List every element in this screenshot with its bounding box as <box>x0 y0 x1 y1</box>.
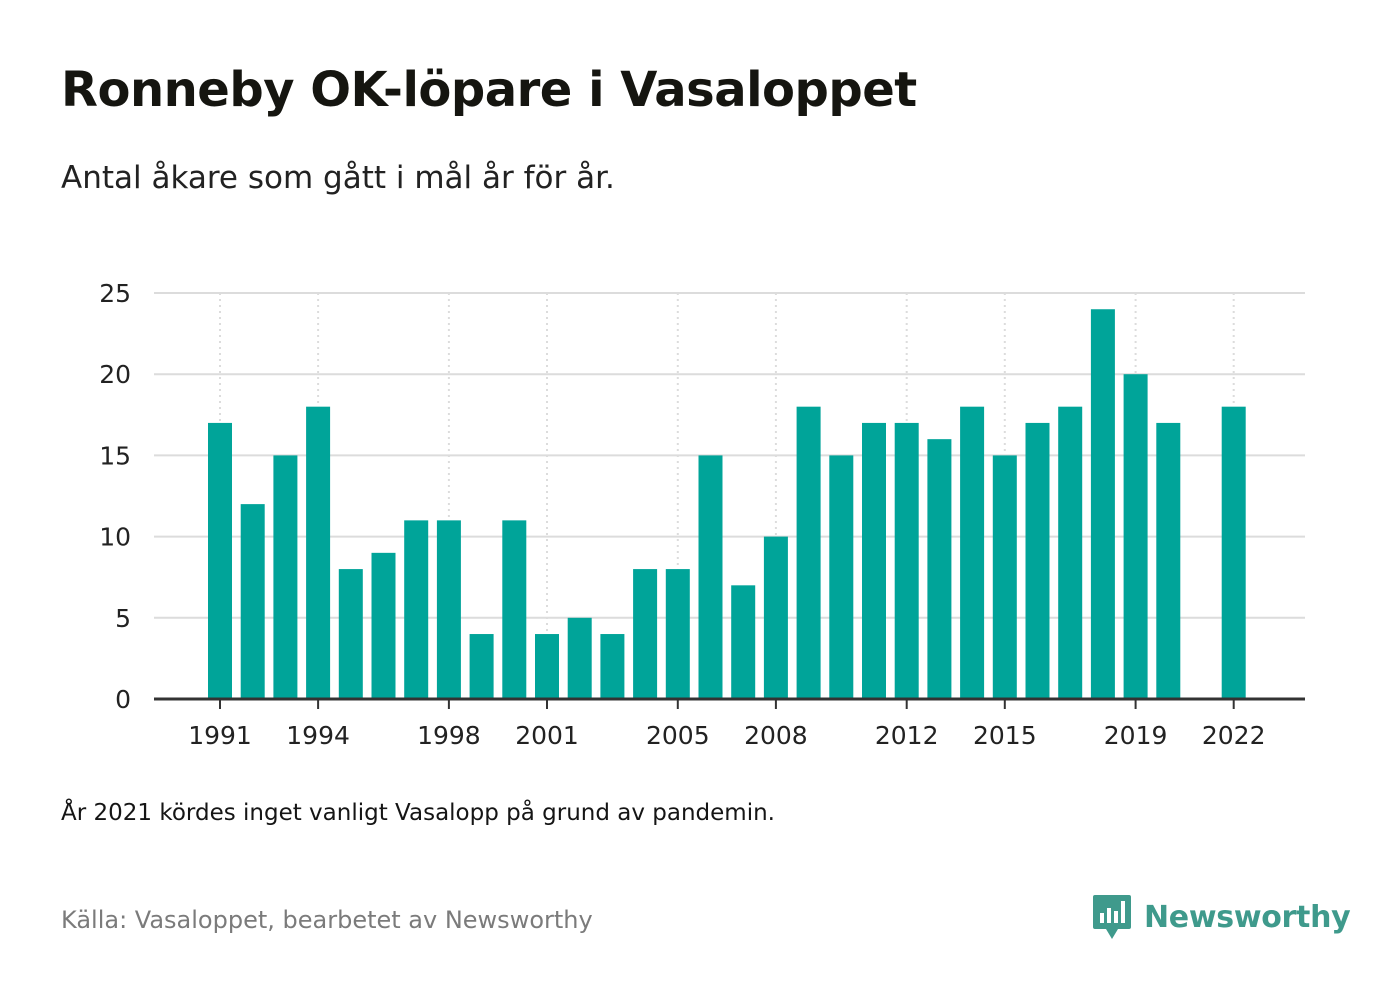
y-tick-label: 0 <box>115 685 131 714</box>
bar-1991 <box>208 422 232 699</box>
bar-1995 <box>338 569 363 699</box>
x-tick-label: 1994 <box>286 721 350 750</box>
bar-2010 <box>829 455 854 699</box>
bar-2007 <box>731 585 756 699</box>
chart-subtitle: Antal åkare som gått i mål år för år. <box>61 160 615 196</box>
x-tick-label: 1991 <box>188 721 252 750</box>
bar-2004 <box>633 569 658 699</box>
bar-2001 <box>535 634 559 699</box>
bar-2003 <box>600 634 625 699</box>
y-tick-label: 15 <box>99 441 131 470</box>
newsworthy-logo-icon <box>1093 895 1131 939</box>
bar-2006 <box>698 455 723 699</box>
brand-logo: Newsworthy <box>1092 893 1351 941</box>
bar-2008 <box>763 536 788 699</box>
y-tick-label: 10 <box>99 523 131 552</box>
brand-name: Newsworthy <box>1144 899 1351 935</box>
bar-2013 <box>927 439 952 699</box>
bar-2020 <box>1156 422 1181 699</box>
bar-chart: 0 5 10 15 20 25 1991 1994 1998 2001 2005 2008 2012 20… <box>99 279 1305 750</box>
bar-1999 <box>469 634 494 699</box>
x-tick-label: 2008 <box>744 721 808 750</box>
bar-1997 <box>404 520 429 699</box>
bar-2011 <box>862 422 886 699</box>
x-tick-label: 2015 <box>973 721 1037 750</box>
x-tick-label: 2005 <box>646 721 710 750</box>
axes: 0 5 10 15 20 25 1991 1994 1998 2001 2005 2008 2012 20… <box>99 279 1305 750</box>
source-credit: Källa: Vasaloppet, bearbetet av Newswort… <box>61 906 593 934</box>
bar-2016 <box>1025 422 1050 699</box>
bar-1996 <box>371 552 396 699</box>
bar-1992 <box>240 504 265 699</box>
bar-2009 <box>796 406 821 699</box>
x-tick-label: 2001 <box>515 721 579 750</box>
bars <box>208 309 1246 699</box>
bar-2002 <box>567 617 592 699</box>
bar-1994 <box>306 406 331 699</box>
bar-2000 <box>502 520 527 699</box>
x-tick-label: 2019 <box>1104 721 1168 750</box>
chart-note: År 2021 kördes inget vanligt Vasalopp på… <box>61 800 775 826</box>
bar-1993 <box>273 455 298 699</box>
bar-2012 <box>894 422 919 699</box>
x-tick-label: 2012 <box>875 721 939 750</box>
bar-2005 <box>665 569 690 699</box>
bar-2014 <box>960 406 985 699</box>
bar-2019 <box>1123 374 1148 699</box>
y-tick-label: 25 <box>99 279 131 308</box>
bar-1998 <box>436 520 461 699</box>
y-tick-label: 5 <box>115 604 131 633</box>
bar-2018 <box>1090 309 1115 699</box>
y-tick-label: 20 <box>99 360 131 389</box>
chart-title: Ronneby OK-löpare i Vasaloppet <box>61 62 917 118</box>
grid-lines <box>154 292 1305 699</box>
bar-2015 <box>992 455 1017 699</box>
bar-2017 <box>1058 406 1083 699</box>
x-tick-label: 1998 <box>417 721 481 750</box>
x-tick-label: 2022 <box>1202 721 1266 750</box>
bar-2022 <box>1221 406 1246 699</box>
